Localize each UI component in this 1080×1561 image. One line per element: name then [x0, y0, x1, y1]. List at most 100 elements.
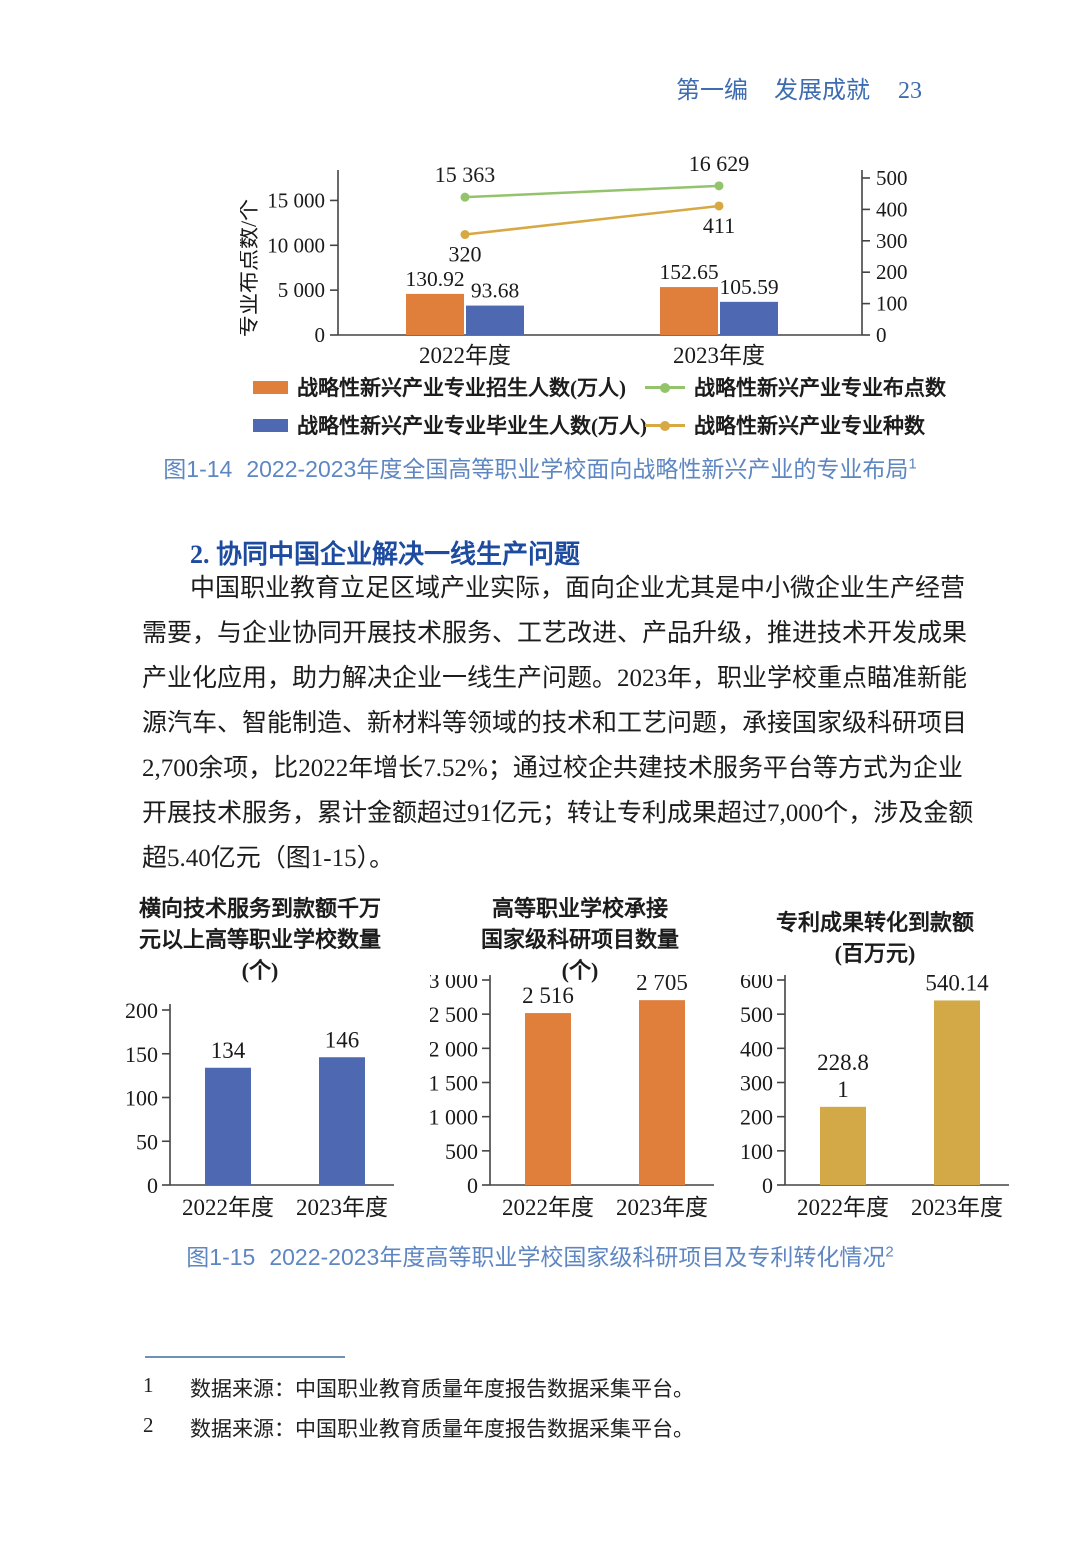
legend-item-graduates: 战略性新兴产业专业毕业生人数(万人) — [253, 410, 647, 440]
bar — [406, 293, 464, 335]
footnote-text: 数据来源：中国职业教育质量年度报告数据采集平台。 — [190, 1377, 694, 1401]
y-axis-tick-label: 100 — [740, 1139, 773, 1164]
y-axis-tick-label: 2 500 — [430, 1002, 478, 1027]
bar-chart-svg: 0 50 100 150 200 134 2022年度 146 2023年度 — [125, 998, 394, 1220]
y-axis-tick-label: 0 — [467, 1173, 478, 1198]
data-point-marker — [714, 201, 724, 211]
legend-item-kinds: 战略性新兴产业专业种数 — [645, 410, 946, 440]
y-axis-tick-label: 150 — [125, 1042, 158, 1067]
body-paragraph: 中国职业教育立足区域产业实际，面向企业尤其是中小微企业生产经营 需要，与企业协同… — [142, 566, 974, 881]
chart-patent-conversion: 专利成果转化到款额 (百万元) 0 100 200 300 400 500 600 228.8… — [725, 893, 1025, 1227]
y-axis-tick-label: 400 — [740, 1036, 773, 1061]
footnote-ref-2: 2 — [885, 1243, 894, 1261]
footnote: 2 数据来源：中国职业教育质量年度报告数据采集平台。 — [143, 1413, 903, 1443]
bar-value-label: 1 — [837, 1077, 849, 1102]
bar-chart-svg: 0 100 200 300 400 500 600 228.81 2022年度 540.14 202… — [740, 975, 1009, 1220]
chart-title: 专利成果转化到款额 (百万元) — [725, 893, 1025, 975]
y2-axis-tick-label: 400 — [876, 197, 908, 221]
x-axis-category-label: 2023年度 — [296, 1195, 388, 1220]
data-point-marker — [460, 192, 470, 202]
bar — [934, 1000, 980, 1185]
x-axis-category-label: 2022年度 — [502, 1195, 594, 1220]
line-series — [464, 184, 720, 199]
legend-item-enrollment: 战略性新兴产业专业招生人数(万人) — [253, 372, 645, 402]
y-axis-tick-label: 200 — [740, 1105, 773, 1130]
chart-title-line: 元以上高等职业学校数量 — [138, 927, 381, 952]
bar-value-label: 228.8 — [817, 1050, 869, 1075]
paragraph-line: 中国职业教育立足区域产业实际，面向企业尤其是中小微企业生产经营 — [190, 575, 966, 602]
legend-label: 战略性新兴产业专业种数 — [694, 414, 925, 438]
y2-axis-tick-label: 100 — [876, 292, 908, 316]
bar — [639, 1000, 685, 1185]
figure-1-14-combo-chart: 0 5 000 10 000 15 000 0 100 200 300 400 500 专业布点数/… — [240, 151, 908, 368]
footnotes: 1 数据来源：中国职业教育质量年度报告数据采集平台。 2 数据来源：中国职业教育… — [143, 1356, 903, 1453]
x-axis-category-label: 2023年度 — [911, 1195, 1003, 1220]
y-axis-tick-label: 2 000 — [430, 1036, 478, 1061]
bar-value-label: 105.59 — [719, 275, 778, 299]
bar-value-label: 130.92 — [405, 267, 464, 291]
header-part-label: 第一编 — [676, 78, 748, 104]
bar-chart-svg: 0 500 1 000 1 500 2 000 2 500 3 000 2 516 2022年度… — [430, 975, 714, 1220]
chart-title-line: 专利成果转化到款额 — [775, 910, 974, 935]
figure-caption-text: 2022-2023年度全国高等职业学校面向战略性新兴产业的专业布局 — [246, 456, 909, 482]
legend-label: 战略性新兴产业专业布点数 — [694, 376, 946, 400]
y-axis-tick-label: 1 500 — [430, 1071, 478, 1096]
figure-1-14-legend: 战略性新兴产业专业招生人数(万人) 战略性新兴产业专业布点数 战略性新兴产业专业… — [253, 372, 946, 440]
bar-value-label: 134 — [211, 1038, 246, 1063]
chart-title-line: 横向技术服务到款额千万 — [138, 896, 381, 921]
legend-label: 战略性新兴产业专业招生人数(万人) — [297, 376, 626, 400]
bar-value-label: 2 705 — [636, 975, 688, 995]
chart-title-line: (个) — [561, 958, 599, 983]
point-value-label: 15 363 — [435, 162, 496, 187]
legend-item-sites: 战略性新兴产业专业布点数 — [645, 372, 946, 402]
x-axis-category-label: 2023年度 — [616, 1195, 708, 1220]
bar — [319, 1057, 365, 1185]
y-axis-tick-label: 0 — [762, 1173, 773, 1198]
y-axis-tick-label: 500 — [445, 1139, 478, 1164]
page-number: 23 — [898, 78, 922, 104]
footnote-ref-1: 1 — [908, 455, 917, 473]
bar — [525, 1013, 571, 1185]
y-axis-tick-label: 600 — [740, 975, 773, 993]
figure-label: 图1-15 — [186, 1244, 256, 1270]
chart-tech-service-schools: 横向技术服务到款额千万 元以上高等职业学校数量 (个) 0 50 100 150 200… — [110, 893, 410, 1227]
chart-title-line: (个) — [241, 958, 279, 983]
x-axis-category-label: 2022年度 — [419, 343, 511, 368]
footnote-text: 数据来源：中国职业教育质量年度报告数据采集平台。 — [190, 1417, 694, 1441]
data-point-marker — [460, 230, 470, 240]
bar — [660, 287, 718, 335]
bar-value-label: 2 516 — [522, 983, 574, 1008]
y-axis-tick-label: 3 000 — [430, 975, 478, 993]
y-axis-tick-label: 1 000 — [430, 1105, 478, 1130]
legend-swatch-orange — [253, 380, 288, 394]
bar-value-label: 540.14 — [925, 975, 989, 995]
page-header: 第一编 发展成就 23 — [676, 70, 922, 105]
x-axis-category-label: 2023年度 — [673, 343, 765, 368]
chart-national-research-projects: 高等职业学校承接 国家级科研项目数量 (个) 0 500 1 000 1 500 2 0… — [430, 893, 730, 1227]
y-axis-tick-label: 200 — [125, 998, 158, 1023]
y-axis-title: 专业布点数/个 — [240, 199, 261, 337]
point-value-label: 16 629 — [689, 151, 750, 176]
y-axis-tick-label: 5 000 — [278, 278, 325, 302]
y-axis-tick-label: 15 000 — [267, 188, 325, 212]
x-axis-category-label: 2022年度 — [797, 1195, 889, 1220]
bar-value-label: 146 — [325, 1027, 360, 1052]
data-point-marker — [714, 181, 724, 191]
point-value-label: 320 — [449, 242, 482, 267]
legend-line-marker-green — [645, 381, 685, 394]
y-axis-tick-label: 0 — [315, 323, 326, 347]
bar — [720, 301, 778, 335]
footnote-number: 2 — [143, 1413, 154, 1437]
bar — [820, 1106, 866, 1185]
footnote-separator — [145, 1356, 345, 1358]
section-heading: 2. 协同中国企业解决一线生产问题 — [190, 540, 581, 569]
y-axis-tick-label: 10 000 — [267, 233, 325, 257]
header-section-label: 发展成就 — [774, 78, 870, 104]
chart-title-line: 高等职业学校承接 — [491, 896, 668, 921]
y2-axis-tick-label: 300 — [876, 229, 908, 253]
chart-title: 高等职业学校承接 国家级科研项目数量 (个) — [430, 893, 730, 983]
y-axis-tick-label: 100 — [125, 1086, 158, 1111]
line-series — [464, 204, 720, 236]
paragraph-line: 开展技术服务，累计金额超过91亿元；转让专利成果超过7,000个，涉及金额 — [142, 800, 974, 827]
